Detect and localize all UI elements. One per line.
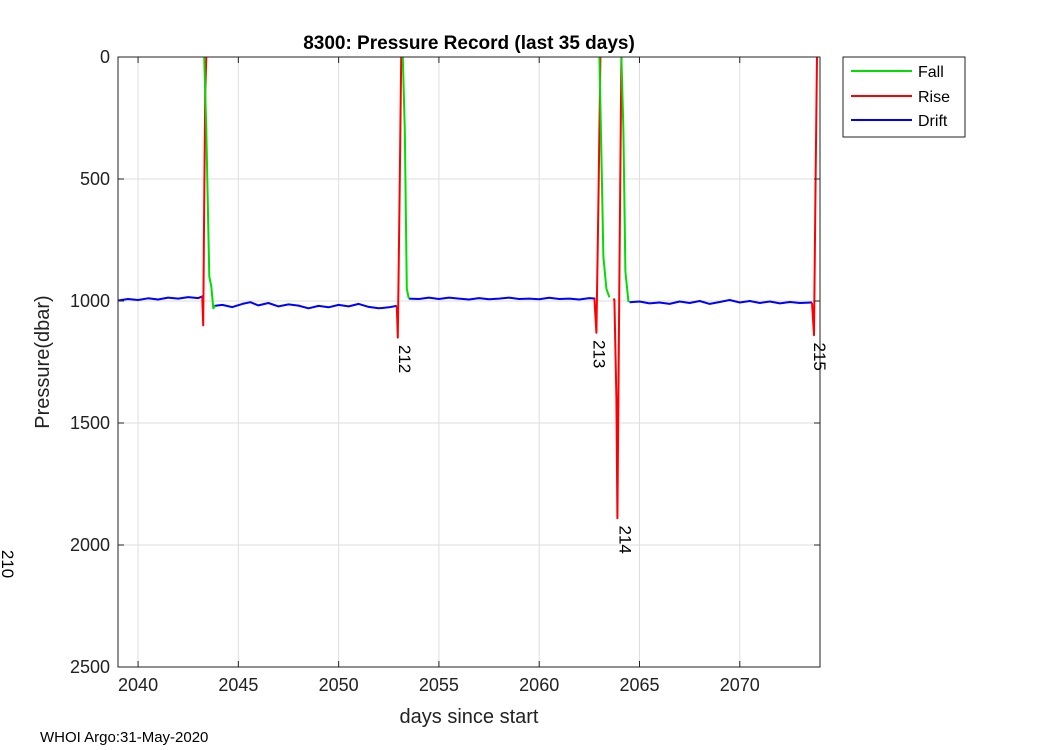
x-tick-label: 2060 [519, 675, 559, 695]
y-tick-label: 2000 [70, 535, 110, 555]
drift-segment-1 [214, 301, 397, 310]
y-tick-label: 500 [80, 169, 110, 189]
fall-segment-0 [203, 57, 217, 310]
x-tick-label: 2045 [218, 675, 258, 695]
fall-segment-3 [620, 57, 630, 303]
axes-box [117, 56, 821, 668]
grid-lines [118, 57, 820, 667]
y-tick-label: 2500 [70, 657, 110, 677]
series-rise [201, 57, 818, 520]
drift-segment-2 [408, 296, 596, 301]
x-tick-label: 2040 [118, 675, 158, 695]
rise-segment-1 [395, 57, 403, 339]
fall-segment-2 [598, 57, 611, 298]
cycle-label-215: 215 [810, 343, 829, 371]
plot-series [118, 57, 818, 520]
drift-segment-0 [118, 295, 204, 302]
y-tick-label: 1000 [70, 291, 110, 311]
cycle-label-210: 210 [0, 550, 17, 578]
x-axis-label: days since start [400, 706, 539, 728]
rise-segment-4 [811, 57, 818, 337]
y-axis-label: Pressure(dbar) [32, 295, 54, 428]
x-tick-label: 2065 [619, 675, 659, 695]
legend-label-drift: Drift [918, 113, 948, 130]
fall-segment-1 [401, 57, 410, 299]
legend-label-fall: Fall [918, 64, 944, 81]
drift-segment-3 [629, 299, 813, 305]
x-tick-label: 2070 [720, 675, 760, 695]
legend: Fall Rise Drift [842, 56, 966, 138]
rise-segment-3 [612, 57, 623, 520]
footer-text: WHOI Argo:31-May-2020 [40, 729, 208, 746]
cycle-label-212: 212 [395, 345, 414, 373]
x-tick-label: 2055 [419, 675, 459, 695]
cycle-label-214: 214 [615, 526, 634, 554]
y-tick-label: 0 [100, 47, 110, 67]
rise-segment-2 [593, 57, 602, 334]
series-drift [118, 295, 813, 310]
x-tick-label: 2050 [319, 675, 359, 695]
y-tick-label: 1500 [70, 413, 110, 433]
legend-label-rise: Rise [918, 89, 950, 106]
chart-title: 8300: Pressure Record (last 35 days) [303, 33, 635, 54]
cycle-label-213: 213 [589, 340, 608, 368]
cycle-annotations: 210 212 213 214 215 [0, 340, 829, 578]
series-fall [203, 57, 630, 310]
axis-ticks: 2040 2045 2050 2055 2060 2065 2070 0 500 1000 1500… [70, 47, 820, 695]
